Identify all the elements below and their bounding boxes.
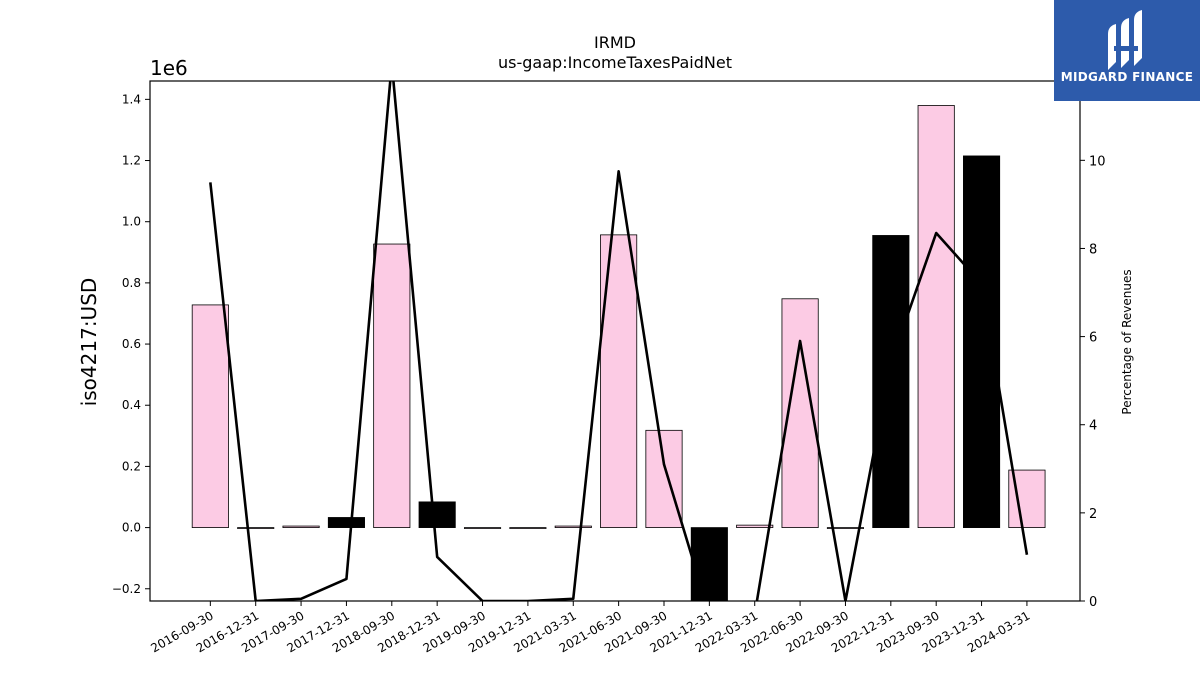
logo-text: MIDGARD FINANCE	[1060, 70, 1194, 84]
percentage-line	[209, 81, 1029, 601]
bar-2019-09-30	[463, 527, 502, 529]
y-tick-label: −0.2	[112, 582, 141, 596]
line-series	[209, 81, 1029, 601]
bar-2023-09-30	[917, 105, 955, 528]
y-tick-label: 0.0	[122, 521, 141, 535]
chart-title: IRMD	[594, 33, 636, 52]
y2-tick-label: 2	[1089, 507, 1097, 522]
chart-subtitle: us-gaap:IncomeTaxesPaidNet	[498, 53, 732, 72]
bar-2023-12-31	[963, 155, 1001, 528]
y2-tick-label: 8	[1089, 242, 1097, 257]
bar-2018-12-31	[418, 501, 456, 528]
bar-2022-09-30	[826, 527, 864, 529]
y2-tick-label: 6	[1089, 331, 1097, 346]
plot-frame	[149, 80, 1081, 602]
y2-axis-label: Percentage of Revenues	[1120, 269, 1134, 414]
bar-2021-12-31	[690, 527, 728, 601]
y-tick-label: 1.4	[122, 92, 141, 106]
y-tick-label: 0.8	[122, 276, 141, 290]
y-offset-label: 1e6	[150, 56, 188, 80]
y2-tick-label: 0	[1089, 595, 1097, 610]
y-tick-label: 1.2	[122, 154, 141, 168]
bar-2017-12-31	[327, 517, 365, 528]
bar-2021-09-30	[645, 429, 683, 528]
bar-2019-12-31	[509, 527, 547, 529]
y-tick-label: 0.4	[122, 398, 141, 412]
y-axis-label: iso4217:USD	[77, 278, 101, 407]
y-tick-label: 0.6	[122, 337, 141, 351]
brand-logo: MIDGARD FINANCE	[1054, 0, 1200, 101]
bar-2021-03-31	[554, 525, 592, 528]
bar-2016-12-31	[237, 527, 275, 529]
bar-2022-03-31	[736, 524, 774, 528]
bar-2022-12-31	[872, 235, 910, 528]
bar-2016-09-30	[191, 304, 229, 528]
bar-2018-09-30	[373, 243, 411, 528]
y-tick-label: 0.2	[122, 459, 141, 473]
logo-mark-icon	[1108, 10, 1142, 70]
y2-tick-label: 4	[1089, 419, 1097, 434]
y2-tick-label: 10	[1089, 154, 1106, 169]
y-tick-label: 1.0	[122, 215, 141, 229]
bar-2017-09-30	[282, 525, 320, 528]
